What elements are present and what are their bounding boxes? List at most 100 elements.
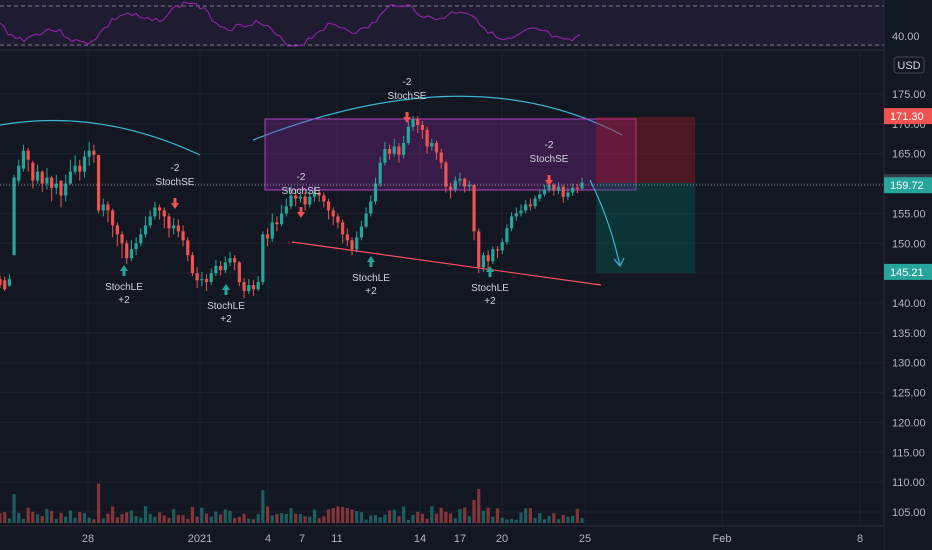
volume-bar	[481, 510, 486, 523]
stop-loss-zone[interactable]	[596, 117, 695, 183]
candle-body	[477, 231, 481, 268]
volume-bar	[519, 512, 523, 523]
long-signal-marker: StochLE +2	[471, 266, 509, 307]
take-profit-zone[interactable]	[596, 183, 695, 273]
volume-bar	[575, 508, 579, 523]
arrow-down-icon	[297, 207, 305, 218]
volume-bar	[242, 513, 246, 523]
projection-arrow[interactable]	[589, 179, 621, 267]
candle-body	[383, 148, 387, 163]
candle-body	[153, 207, 157, 217]
volume-bar	[402, 506, 406, 523]
volume-bar	[533, 517, 537, 523]
candle-body	[35, 171, 40, 181]
currency-button[interactable]: USD	[893, 56, 925, 74]
candle-body	[284, 206, 288, 214]
volume-bar	[434, 513, 439, 523]
volume-bar	[336, 506, 340, 523]
candle-body	[308, 196, 312, 205]
price-tick-label: 105.00	[892, 507, 926, 519]
volume-bar	[448, 513, 453, 523]
candle-body	[298, 196, 302, 199]
candle-body	[444, 162, 448, 187]
candle-body	[326, 201, 331, 211]
candle-body	[237, 262, 241, 283]
rsi-indicator-pane[interactable]	[0, 0, 884, 47]
short-signal-marker: -2 StochSE	[156, 163, 195, 209]
time-axis[interactable]	[0, 525, 884, 550]
time-tick-label: 25	[579, 533, 591, 545]
candles[interactable]	[0, 116, 584, 299]
candle-body	[458, 178, 462, 181]
candle-body	[355, 237, 359, 250]
price-badge-text: 171.30	[890, 111, 924, 123]
candle-body	[528, 204, 532, 207]
candle-body	[12, 177, 16, 256]
volume-bar	[204, 513, 209, 523]
price-tick-label: 125.00	[892, 388, 926, 400]
signal-label-2: +2	[365, 286, 377, 297]
volume-bar	[350, 509, 354, 523]
candle-body	[341, 222, 345, 235]
volume-bar	[416, 511, 420, 523]
price-tick-label: 165.00	[892, 149, 926, 161]
projection-arrowhead-icon	[613, 257, 625, 268]
signal-label-1: StochLE	[471, 283, 509, 294]
price-badge[interactable]: 145.21	[884, 263, 932, 280]
volume-bar	[233, 518, 237, 523]
signal-label-1: StochLE	[105, 282, 143, 293]
volume-bar	[153, 516, 157, 523]
candle-body	[566, 192, 570, 197]
volume-bar	[406, 519, 410, 523]
volume-bar	[78, 512, 82, 523]
candle-body	[387, 148, 392, 154]
price-badge[interactable]: 159.72	[884, 177, 932, 194]
candle-body	[411, 119, 415, 127]
volume-bar	[186, 518, 190, 523]
volume-bar	[317, 518, 321, 523]
candle-body	[317, 192, 321, 196]
left-arc-drawing[interactable]	[0, 119, 201, 156]
price-tick-label: 110.00	[892, 477, 925, 489]
volume-bar	[256, 514, 260, 523]
volume-bar	[373, 514, 378, 523]
time-tick-label: 28	[82, 533, 94, 545]
candle-body	[129, 249, 134, 259]
candle-body	[45, 177, 49, 184]
volume-bar	[425, 518, 429, 523]
top-arc-drawing[interactable]	[252, 95, 623, 141]
candle-body	[397, 146, 401, 155]
candle-body	[218, 265, 223, 271]
volume-bar	[580, 518, 584, 523]
volume-bar	[120, 514, 124, 523]
support-trendline[interactable]	[291, 241, 602, 286]
candle-body	[73, 165, 77, 172]
drawings-layer[interactable]	[0, 95, 695, 286]
candle-body	[538, 194, 542, 199]
price-badge[interactable]: 171.30	[884, 108, 932, 125]
volume-bar	[458, 508, 462, 523]
range-box-drawing[interactable]	[264, 118, 637, 191]
candle-body	[242, 282, 246, 292]
volume-bar	[261, 490, 265, 523]
candle-body	[204, 279, 209, 283]
candle-body	[575, 187, 579, 189]
short-signal-marker: -2 StochSE	[282, 172, 321, 218]
volume-bar	[73, 517, 77, 523]
volume-bar	[547, 516, 551, 523]
volume-bar	[411, 514, 415, 523]
volume-bar	[214, 511, 218, 523]
strategy-signals: StochLE +2 -2 StochSE StochLE +2 -2 StochSE Stoc…	[105, 77, 569, 325]
volume-bar	[308, 516, 312, 523]
candle-body	[434, 142, 439, 153]
candle-body	[64, 183, 68, 196]
candle-body	[68, 171, 73, 184]
candle-body	[373, 183, 378, 202]
price-badge-text: 159.72	[890, 180, 924, 192]
candle-body	[87, 150, 91, 157]
candle-body	[200, 279, 204, 281]
volume-bar	[378, 516, 382, 523]
candle-body	[392, 146, 396, 154]
volume-bar	[275, 513, 279, 523]
